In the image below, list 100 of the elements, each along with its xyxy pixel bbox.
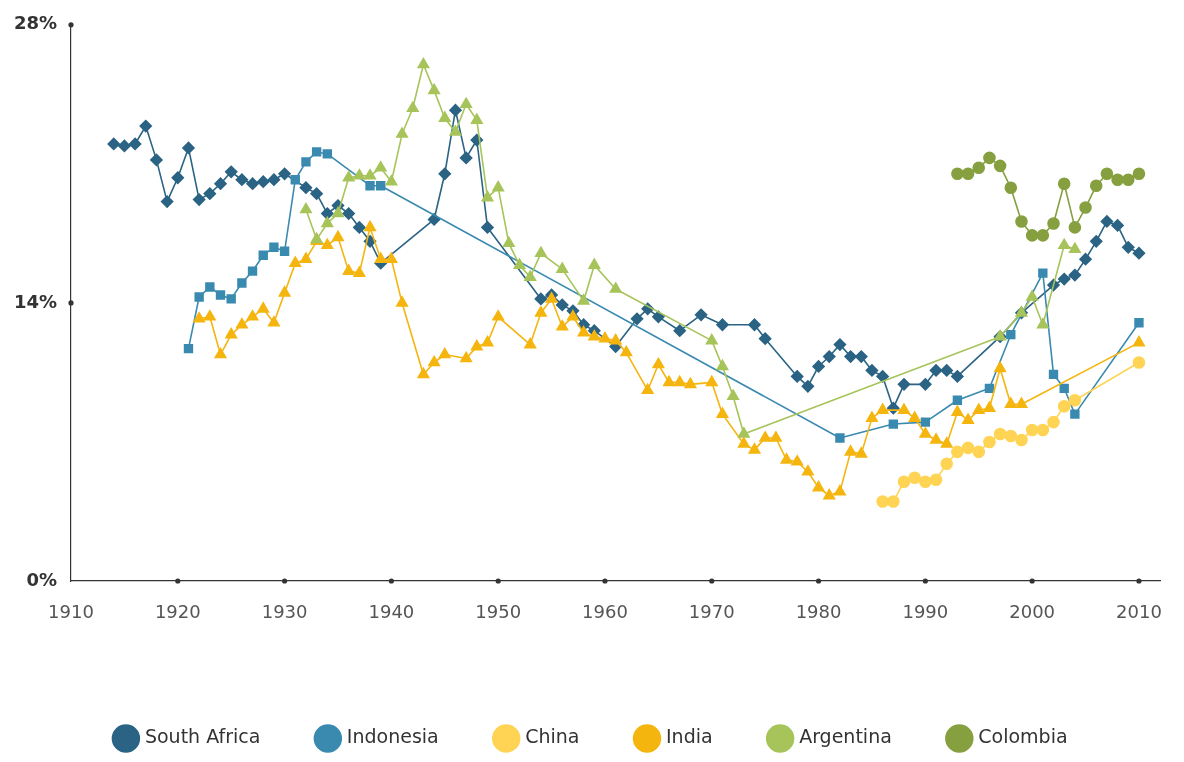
point (876, 495, 889, 508)
point (737, 427, 750, 438)
point (952, 395, 963, 405)
point (406, 101, 419, 113)
point (194, 292, 204, 302)
point (290, 175, 300, 185)
point (396, 127, 409, 138)
point (1132, 356, 1146, 369)
point (835, 433, 845, 443)
x-tick-label: 1920 (154, 601, 201, 623)
point (1059, 383, 1069, 394)
y-tick-label: 14% (13, 290, 57, 312)
point (534, 246, 547, 258)
point (269, 242, 279, 252)
point (417, 57, 430, 69)
point (897, 475, 911, 488)
point (961, 441, 975, 455)
point (226, 294, 236, 304)
y-tick-label: 28% (13, 12, 57, 34)
point (1070, 409, 1080, 419)
point (993, 159, 1007, 173)
point (492, 180, 505, 192)
point (1026, 290, 1039, 301)
point (1068, 393, 1082, 407)
point (951, 445, 964, 459)
point (481, 190, 494, 202)
point (215, 290, 226, 300)
point (247, 266, 258, 276)
point (1025, 229, 1039, 242)
x-tick-label: 1910 (48, 601, 94, 623)
point (1132, 167, 1146, 181)
point (364, 168, 377, 180)
x-tick-label: 2010 (1116, 601, 1162, 623)
x-tick-label: 1960 (582, 601, 628, 623)
legend-label: Argentina (799, 725, 892, 748)
point (716, 359, 729, 371)
point (983, 435, 996, 449)
point (1058, 238, 1071, 250)
point (929, 473, 943, 486)
point (205, 282, 215, 292)
point (321, 216, 334, 228)
point (438, 111, 451, 122)
point (183, 343, 194, 354)
point (556, 262, 569, 273)
point (951, 167, 964, 181)
x-tick-label: 1990 (902, 601, 949, 623)
point (524, 270, 537, 281)
point (1004, 429, 1018, 443)
point (299, 202, 312, 214)
point (353, 168, 366, 180)
point (1068, 242, 1081, 254)
point (1047, 217, 1060, 230)
point (1047, 415, 1060, 429)
point (727, 389, 740, 401)
x-tick-label: 2000 (1009, 601, 1056, 623)
point (279, 246, 290, 256)
y-tick-label: 0% (26, 568, 57, 590)
point (428, 83, 441, 95)
point (1025, 423, 1039, 437)
point (609, 282, 622, 293)
point (1068, 221, 1082, 234)
point (1079, 201, 1092, 214)
point (1036, 229, 1050, 242)
legend-label: Indonesia (346, 725, 439, 748)
point (919, 475, 932, 488)
x-tick-label: 1930 (261, 601, 308, 623)
point (1048, 369, 1059, 380)
point (374, 161, 387, 172)
x-tick-label: 1980 (795, 601, 842, 623)
point (577, 294, 590, 305)
point (1134, 318, 1144, 328)
point (588, 258, 601, 269)
point (940, 457, 954, 471)
point (1038, 268, 1048, 278)
legend-label: India (666, 725, 713, 748)
point (984, 383, 995, 394)
x-tick-label: 1950 (475, 601, 522, 623)
point (1100, 167, 1114, 181)
point (993, 427, 1007, 441)
point (1015, 215, 1028, 228)
point (322, 149, 332, 159)
point (385, 174, 398, 186)
point (460, 97, 473, 109)
point (972, 161, 986, 175)
point (1015, 433, 1028, 447)
point (365, 181, 375, 191)
point (1111, 173, 1124, 187)
point (1089, 179, 1103, 192)
point (513, 258, 526, 269)
point (237, 278, 247, 288)
point (972, 445, 986, 459)
point (888, 419, 899, 429)
point (961, 167, 975, 181)
point (1121, 173, 1135, 187)
point (1004, 181, 1018, 194)
point (502, 236, 515, 248)
point (908, 471, 921, 485)
point (705, 333, 718, 345)
point (449, 125, 462, 136)
point (331, 206, 344, 218)
